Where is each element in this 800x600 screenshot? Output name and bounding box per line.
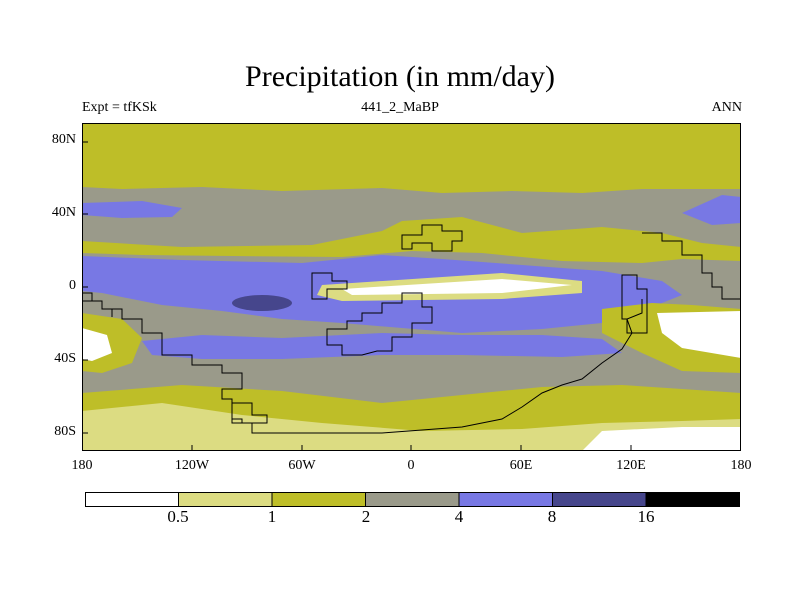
colorbar-label-4: 4 — [454, 507, 464, 526]
precipitation-map — [82, 123, 741, 451]
colorbar-label-0-5: 0.5 — [167, 507, 189, 526]
lon-label-60e: 60E — [509, 458, 533, 473]
coastline-west-edge — [82, 292, 113, 317]
region-west-dry — [82, 328, 112, 361]
coastline-north-strip — [311, 272, 348, 300]
lon-label-120w: 120W — [174, 458, 210, 473]
region-equator-dry — [342, 279, 572, 295]
lat-label-40n: 40N — [51, 205, 76, 220]
experiment-label: Expt = tfKSk — [82, 100, 157, 115]
colorbar-box-0-5-1 — [178, 492, 272, 507]
colorbar-box-4-8 — [459, 492, 553, 507]
colorbar-label-1: 1 — [267, 507, 277, 526]
lon-label-180e: 180 — [730, 458, 752, 473]
coastline-southwest-island — [231, 402, 268, 424]
season-label: ANN — [711, 100, 742, 115]
region-heavy-8-16 — [232, 295, 292, 311]
lat-label-0: 0 — [69, 278, 76, 293]
region-south-polar-dry — [582, 427, 741, 451]
colorbar-box-2-4 — [365, 492, 459, 507]
lon-label-180w: 180 — [71, 458, 93, 473]
lat-label-80s: 80S — [54, 424, 76, 439]
lon-label-120e: 120E — [616, 458, 646, 473]
colorbar-box-1-2 — [272, 492, 366, 507]
coastline-east-block — [621, 274, 648, 334]
colorbar-label-8: 8 — [547, 507, 557, 526]
lon-label-0: 0 — [407, 458, 415, 473]
coastline-central-block — [326, 292, 433, 356]
colorbar-label-2: 2 — [361, 507, 371, 526]
colorbar — [85, 492, 740, 507]
region-east-dry — [657, 311, 741, 358]
region-south-wet-4-8 — [142, 333, 622, 359]
colorbar-label-16: 16 — [637, 507, 655, 526]
region-north-subtropic-1-2 — [82, 217, 741, 263]
region-north-lobe-1-2 — [82, 178, 741, 193]
region-north-band-1-2 — [82, 123, 741, 178]
colorbar-box-ge-16 — [646, 492, 740, 507]
coastline-north-block — [401, 224, 463, 252]
region-south-polar-0-5-1 — [82, 403, 741, 451]
period-label: 441_2_MaBP — [361, 100, 439, 115]
coastline-east-north — [642, 232, 741, 300]
region-nw-wet-4-8 — [82, 201, 182, 218]
colorbar-box-lt-0-5 — [85, 492, 179, 507]
region-ne-wet-4-8 — [682, 195, 741, 225]
coastline-south-continent — [82, 299, 643, 434]
lat-label-80n: 80N — [51, 132, 76, 147]
chart-title: Precipitation (in mm/day) — [245, 60, 555, 93]
map-ticks — [82, 141, 632, 451]
lat-label-40s: 40S — [54, 351, 76, 366]
lon-label-60w: 60W — [288, 458, 316, 473]
colorbar-box-8-16 — [552, 492, 646, 507]
